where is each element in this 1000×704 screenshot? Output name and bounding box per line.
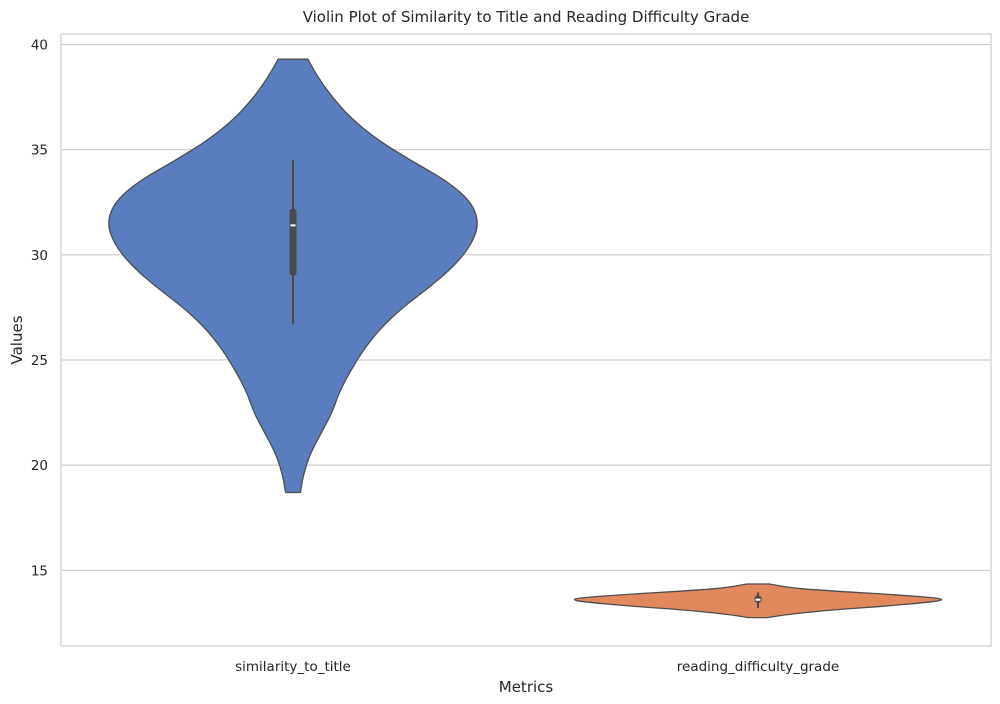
y-tick-label: 30 [31, 248, 48, 264]
x-tick-label: similarity_to_title [235, 659, 351, 675]
violin-iqr-box [289, 208, 297, 276]
x-axis-label: Metrics [499, 678, 554, 696]
y-tick-label: 40 [31, 38, 48, 54]
plot-area [60, 33, 992, 647]
y-tick-label: 20 [31, 458, 48, 474]
chart-title: Violin Plot of Similarity to Title and R… [303, 8, 750, 26]
y-axis-label: Values [8, 315, 26, 364]
y-tick-label: 25 [31, 353, 48, 369]
y-tick-labels: 15 20 25 30 35 40 [31, 38, 48, 580]
violins [108, 58, 943, 619]
x-tick-label: reading_difficulty_grade [677, 659, 839, 675]
x-tick-labels: similarity_to_title reading_difficulty_gr… [235, 659, 839, 675]
y-tick-label: 35 [31, 143, 48, 159]
y-tick-label: 15 [31, 563, 48, 579]
